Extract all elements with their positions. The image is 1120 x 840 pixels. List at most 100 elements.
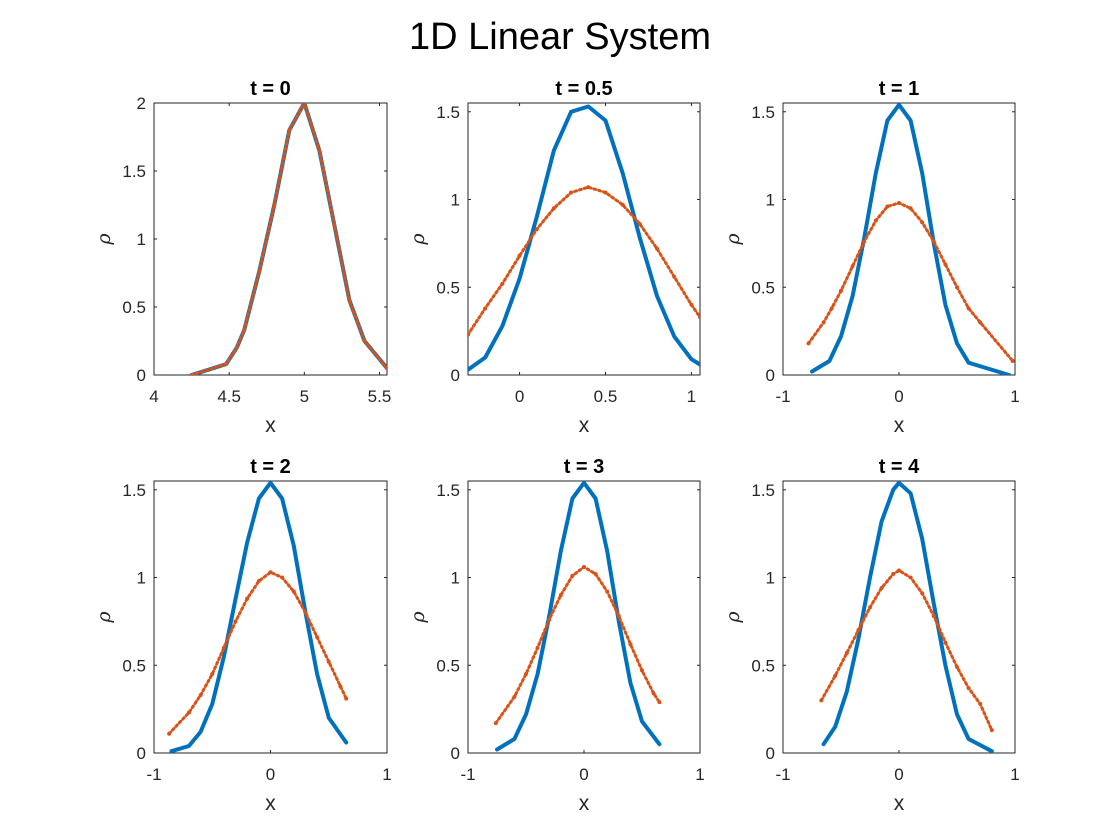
data-point	[966, 686, 971, 691]
x-axis-label: x	[894, 792, 905, 815]
data-point	[512, 694, 517, 699]
y-tick-label: 0.5	[122, 656, 146, 675]
subplot-title: t = 2	[250, 456, 291, 478]
data-point	[616, 614, 621, 619]
data-point	[268, 570, 273, 575]
data-point	[570, 573, 575, 578]
data-point	[535, 645, 540, 650]
subplot-title: t = 4	[879, 456, 920, 478]
data-point	[332, 223, 337, 228]
subplot-5: -1 0 100.511.5t = 3xρ	[407, 456, 705, 815]
data-point	[943, 640, 948, 645]
y-axis-label: ρ	[407, 611, 429, 624]
y-tick-label: 0	[451, 744, 460, 763]
subplot-title: t = 0	[250, 78, 291, 100]
subplot-grid: 4 4.5 5 5.5 0 0.5 1 1.5 2 t = 0 x ρ 0 0.5 1 0 0.5 1 1.5 t =…	[93, 78, 1020, 815]
data-point	[978, 320, 983, 325]
axes-frame	[467, 102, 701, 376]
series-points-trace	[819, 568, 994, 732]
data-point	[558, 593, 563, 598]
figure-title: 1D Linear System	[409, 16, 711, 58]
x-tick-label: 5.5	[368, 387, 392, 406]
data-point	[891, 572, 896, 577]
data-point	[245, 596, 250, 601]
y-tick-label: 0.5	[436, 278, 460, 297]
axes-frame	[782, 102, 1016, 376]
data-point	[551, 206, 556, 211]
series-group	[167, 481, 349, 753]
series-line	[821, 481, 994, 753]
data-point	[931, 614, 936, 619]
x-axis-label: x	[265, 792, 276, 815]
subplot-6: -1 0 100.511.5t = 4xρ	[722, 456, 1020, 815]
data-point	[943, 262, 948, 267]
data-point	[493, 721, 498, 726]
x-axis-label: x	[579, 414, 590, 437]
series-line	[468, 104, 700, 372]
data-point	[966, 306, 971, 311]
data-point	[347, 298, 352, 303]
x-tick-label: 1	[1010, 765, 1019, 784]
data-point	[689, 302, 694, 307]
data-point	[256, 579, 261, 584]
y-tick-label: 1	[137, 230, 146, 249]
data-point	[833, 673, 838, 678]
data-point	[698, 315, 700, 320]
x-tick-label: 1	[695, 765, 704, 784]
data-point	[483, 306, 488, 311]
y-tick-label: 0	[766, 366, 775, 385]
data-point	[885, 204, 890, 209]
subplot-title: t = 3	[564, 456, 605, 478]
y-tick-label: 1.5	[751, 481, 775, 500]
data-point	[1010, 358, 1015, 363]
data-point	[620, 202, 625, 207]
data-point	[657, 700, 662, 705]
data-point	[287, 128, 292, 133]
data-point	[517, 253, 522, 258]
x-tick-label: 4.5	[217, 387, 241, 406]
data-point	[989, 728, 994, 733]
series-group	[806, 103, 1015, 375]
subplot-title: t = 0.5	[555, 78, 612, 100]
data-point	[317, 148, 322, 153]
y-tick-label: 0.5	[122, 298, 146, 317]
series-group	[493, 481, 662, 752]
x-tick-label: 5	[300, 387, 309, 406]
y-tick-label: 1	[451, 191, 460, 210]
x-tick-label: 0.5	[594, 387, 618, 406]
subplot-4: -1 0 100.511.5t = 2xρ	[93, 456, 392, 815]
y-tick-label: 0	[137, 744, 146, 763]
y-tick-label: 1.5	[436, 103, 460, 122]
data-point	[272, 203, 277, 207]
x-axis-label: x	[265, 414, 276, 437]
y-tick-label: 1.5	[751, 103, 775, 122]
data-point	[651, 691, 656, 696]
data-point	[233, 619, 238, 624]
data-point	[821, 320, 826, 325]
data-point	[586, 185, 591, 190]
y-tick-label: 0.5	[436, 656, 460, 675]
data-point	[829, 306, 834, 311]
series-group	[468, 104, 700, 372]
data-point	[221, 645, 226, 650]
y-axis-label: ρ	[93, 611, 115, 624]
series-group	[189, 103, 387, 375]
data-point	[468, 332, 470, 337]
x-tick-label: 1	[687, 387, 696, 406]
data-point	[637, 222, 642, 227]
data-point	[806, 341, 811, 346]
data-point	[839, 288, 843, 293]
data-point	[873, 218, 878, 223]
series-points-trace	[167, 570, 348, 736]
x-axis-label: x	[894, 414, 905, 437]
axes-frame	[782, 480, 1016, 754]
data-point	[978, 701, 983, 706]
x-tick-label: 1	[382, 765, 391, 784]
data-point	[920, 591, 925, 596]
data-point	[897, 201, 901, 206]
data-point	[167, 731, 172, 736]
data-point	[897, 568, 901, 573]
data-point	[955, 285, 959, 290]
data-point	[640, 668, 644, 673]
data-point	[920, 220, 925, 225]
